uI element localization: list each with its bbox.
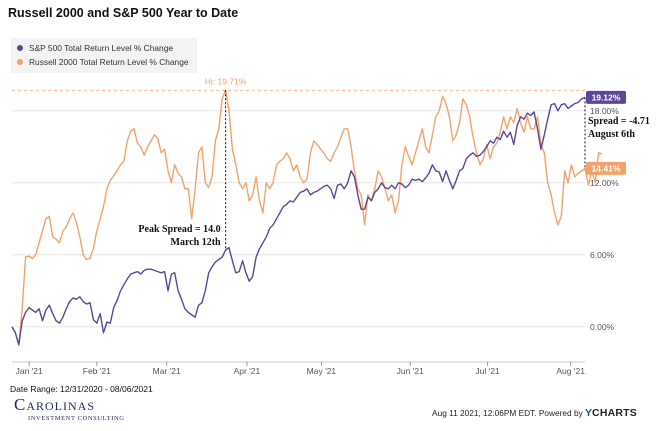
logo-tagline: Investment Consulting: [28, 415, 125, 422]
current-spread-date: August 6th: [588, 129, 635, 140]
y-tick-label: 18.00%: [590, 106, 619, 116]
carolinas-logo: Carolinas Investment Consulting: [14, 395, 164, 429]
ycharts-brand[interactable]: CHARTS: [592, 407, 637, 419]
current-spread-label: Spread = -4.71: [588, 116, 650, 127]
legend-marker-sp500: [17, 45, 23, 51]
legend-item-sp500[interactable]: S&P 500 Total Return Level % Change: [17, 41, 189, 55]
y-tick-label: 0.00%: [590, 322, 615, 332]
footer-attribution: Aug 11 2021, 12:06PM EDT. Powered by YCH…: [432, 407, 637, 419]
date-range-label: Date Range: 12/31/2020 - 08/06/2021: [10, 384, 153, 394]
last-value-label-sp500: 19.12%: [592, 93, 621, 103]
x-tick-label: Mar '21: [153, 366, 181, 376]
x-tick-label: Feb '21: [83, 366, 111, 376]
x-tick-label: Apr '21: [234, 366, 261, 376]
peak-spread-label: Peak Spread = 14.0: [138, 224, 220, 235]
series-line-sp500[interactable]: [11, 96, 586, 346]
series-line-russell2000[interactable]: [11, 89, 603, 346]
ycharts-logo-icon[interactable]: Y: [585, 407, 593, 419]
last-value-label-russell2000: 14.41%: [592, 164, 621, 174]
peak-spread-date: March 12th: [171, 237, 222, 248]
hi-label: Hi: 19.71%: [205, 76, 247, 86]
y-tick-label: 12.00%: [590, 178, 619, 188]
last-value-badge-sp500: [586, 90, 626, 104]
chart-title: Russell 2000 and S&P 500 Year to Date: [8, 6, 239, 20]
logo-wordmark: Carolinas: [14, 395, 96, 414]
footer-timestamp: Aug 11 2021, 12:06PM EDT. Powered by: [432, 408, 583, 418]
x-tick-label: Jul '21: [475, 366, 500, 376]
legend-label-russell2000: Russell 2000 Total Return Level % Change: [29, 57, 189, 67]
last-value-badge-russell2000: [586, 161, 626, 175]
x-tick-label: Jun '21: [397, 366, 424, 376]
x-tick-label: Jan '21: [16, 366, 43, 376]
x-tick-label: Aug '21: [556, 366, 585, 376]
legend-marker-russell2000: [17, 59, 23, 65]
legend-label-sp500: S&P 500 Total Return Level % Change: [29, 43, 174, 53]
legend-item-russell2000[interactable]: Russell 2000 Total Return Level % Change: [17, 55, 189, 69]
chart-legend: S&P 500 Total Return Level % Change Russ…: [11, 38, 197, 73]
y-tick-label: 6.00%: [590, 250, 615, 260]
x-tick-label: May '21: [307, 366, 337, 376]
